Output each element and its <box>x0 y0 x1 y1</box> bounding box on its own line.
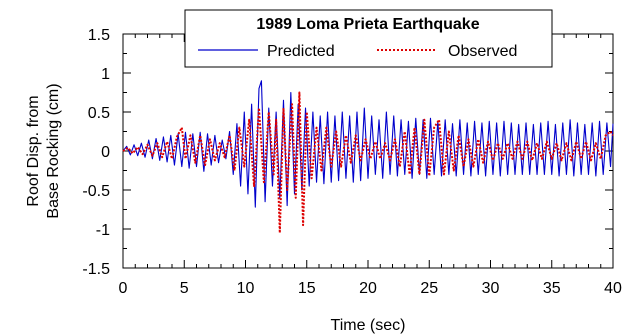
y-axis-label-line-2: Base Rocking (cm) <box>45 83 62 218</box>
x-tick-label: 30 <box>482 280 500 297</box>
legend-title: 1989 Loma Prieta Earthquake <box>256 16 479 33</box>
legend-label-predicted: Predicted <box>267 43 335 60</box>
y-axis-label: Roof Disp. from Base Rocking (cm) <box>25 83 62 218</box>
y-tick-label: -1.5 <box>82 261 110 278</box>
series-line-predicted <box>122 80 614 208</box>
x-axis-label: Time (sec) <box>331 317 406 334</box>
y-tick-label: 0 <box>101 144 110 161</box>
y-tick-label: -0.5 <box>82 183 110 200</box>
x-tick-label: 10 <box>237 280 255 297</box>
y-tick-label: -1 <box>96 222 110 239</box>
x-tick-label: 40 <box>604 280 622 297</box>
y-tick-label: 1 <box>101 66 110 83</box>
legend-box <box>184 9 553 68</box>
y-tick-label: 1.5 <box>88 27 110 44</box>
series-line-observed <box>122 91 614 234</box>
x-tick-label: 15 <box>298 280 316 297</box>
y-tick-label: 0.5 <box>88 105 110 122</box>
y-axis-label-line-1: Roof Disp. from <box>25 95 42 206</box>
x-tick-label: 25 <box>420 280 438 297</box>
x-tick-label: 20 <box>359 280 377 297</box>
x-tick-label: 5 <box>180 280 189 297</box>
x-tick-label: 35 <box>543 280 561 297</box>
tick-labels: 0 5 10 15 20 25 30 35 40 -1.5 -1 -0.5 0 0.5 1 1.5 <box>82 27 622 297</box>
x-tick-label: 0 <box>119 280 128 297</box>
series-layer <box>122 80 614 234</box>
legend-label-observed: Observed <box>448 43 517 60</box>
legend: 1989 Loma Prieta Earthquake Predicted Ob… <box>184 9 553 68</box>
